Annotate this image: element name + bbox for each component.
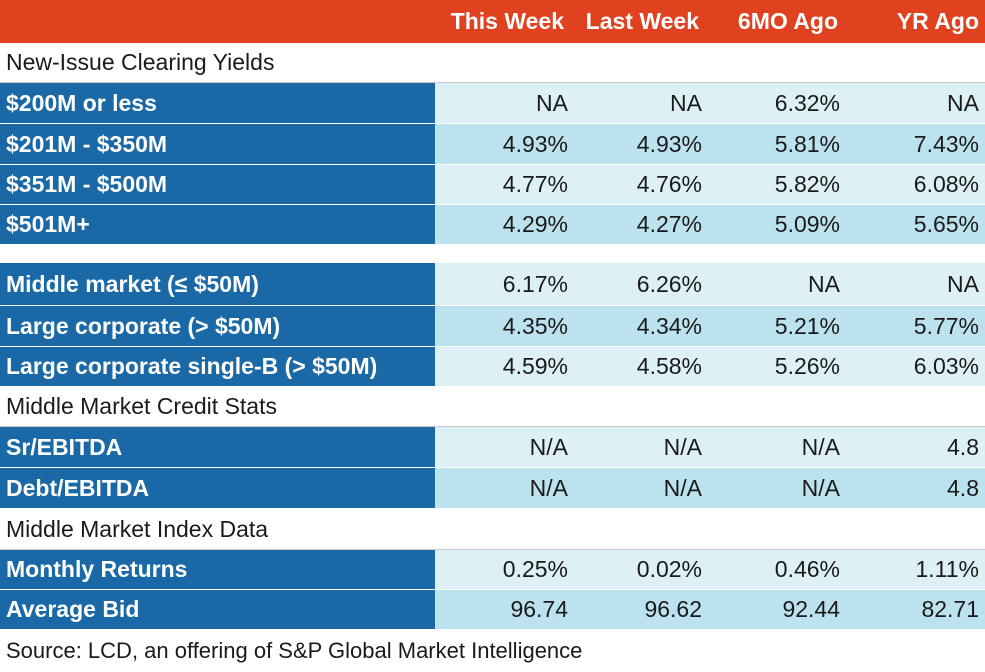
- table-row: Middle market (≤ $50M) 6.17% 6.26% NA NA: [0, 263, 985, 306]
- value-yr-ago: 6.08%: [844, 165, 985, 205]
- value-last-week: 4.76%: [570, 165, 705, 205]
- value-this-week: N/A: [435, 427, 570, 468]
- value-6mo-ago: N/A: [705, 427, 844, 468]
- value-this-week: NA: [435, 83, 570, 124]
- header-last-week: Last Week: [585, 8, 699, 34]
- value-6mo-ago: 5.21%: [705, 306, 844, 347]
- value-last-week: N/A: [570, 468, 705, 509]
- value-this-week: 4.35%: [435, 306, 570, 347]
- table-row: $351M - $500M 4.77% 4.76% 5.82% 6.08%: [0, 165, 985, 205]
- header-blank-cell: [0, 0, 435, 43]
- value-last-week: 96.62: [570, 590, 705, 630]
- value-yr-ago: 4.8: [844, 468, 985, 509]
- value-yr-ago: NA: [844, 83, 985, 124]
- value-this-week: N/A: [435, 468, 570, 509]
- value-6mo-ago: 5.81%: [705, 124, 844, 165]
- value-yr-ago: 5.65%: [844, 205, 985, 245]
- row-label: Large corporate single-B (> $50M): [0, 347, 435, 387]
- table-row: $501M+ 4.29% 4.27% 5.09% 5.65%: [0, 205, 985, 245]
- section-label: New-Issue Clearing Yields: [6, 49, 275, 75]
- value-yr-ago: 82.71: [844, 590, 985, 630]
- section-title-index: Middle Market Index Data: [0, 509, 985, 550]
- value-this-week: 4.77%: [435, 165, 570, 205]
- row-label: $201M - $350M: [0, 124, 435, 165]
- row-spacer: [0, 245, 985, 263]
- section-title-yields: New-Issue Clearing Yields: [0, 43, 985, 83]
- row-label: Debt/EBITDA: [0, 468, 435, 509]
- section-title-credit: Middle Market Credit Stats: [0, 387, 985, 427]
- value-this-week: 96.74: [435, 590, 570, 630]
- row-label: $200M or less: [0, 83, 435, 124]
- value-last-week: 4.27%: [570, 205, 705, 245]
- row-label: Middle market (≤ $50M): [0, 263, 435, 306]
- table-row: $201M - $350M 4.93% 4.93% 5.81% 7.43%: [0, 124, 985, 165]
- table-row: Sr/EBITDA N/A N/A N/A 4.8: [0, 427, 985, 468]
- value-6mo-ago: 5.82%: [705, 165, 844, 205]
- value-this-week: 4.59%: [435, 347, 570, 387]
- value-this-week: 0.25%: [435, 550, 570, 590]
- value-last-week: N/A: [570, 427, 705, 468]
- table-row: Large corporate single-B (> $50M) 4.59% …: [0, 347, 985, 387]
- value-6mo-ago: NA: [705, 263, 844, 306]
- row-label: Sr/EBITDA: [0, 427, 435, 468]
- value-yr-ago: NA: [844, 263, 985, 306]
- section-label: Middle Market Credit Stats: [6, 393, 277, 419]
- table-row: Debt/EBITDA N/A N/A N/A 4.8: [0, 468, 985, 509]
- value-6mo-ago: 92.44: [705, 590, 844, 630]
- value-last-week: NA: [570, 83, 705, 124]
- value-yr-ago: 1.11%: [844, 550, 985, 590]
- value-yr-ago: 6.03%: [844, 347, 985, 387]
- source-note: Source: LCD, an offering of S&P Global M…: [6, 638, 583, 663]
- row-label: Average Bid: [0, 590, 435, 630]
- row-label: Large corporate (> $50M): [0, 306, 435, 347]
- header-6mo-ago: 6MO Ago: [737, 8, 838, 34]
- table-row: Monthly Returns 0.25% 0.02% 0.46% 1.11%: [0, 550, 985, 590]
- header-row: This Week Last Week 6MO Ago YR Ago: [0, 0, 985, 43]
- value-yr-ago: 5.77%: [844, 306, 985, 347]
- table-row: Average Bid 96.74 96.62 92.44 82.71: [0, 590, 985, 630]
- value-yr-ago: 7.43%: [844, 124, 985, 165]
- value-yr-ago: 4.8: [844, 427, 985, 468]
- value-6mo-ago: 0.46%: [705, 550, 844, 590]
- table-row: Large corporate (> $50M) 4.35% 4.34% 5.2…: [0, 306, 985, 347]
- table-row: $200M or less NA NA 6.32% NA: [0, 83, 985, 124]
- row-label: $351M - $500M: [0, 165, 435, 205]
- value-6mo-ago: 5.26%: [705, 347, 844, 387]
- header-this-week: This Week: [450, 8, 564, 34]
- row-label: Monthly Returns: [0, 550, 435, 590]
- header-yr-ago: YR Ago: [896, 8, 979, 34]
- value-last-week: 4.93%: [570, 124, 705, 165]
- value-this-week: 4.29%: [435, 205, 570, 245]
- value-6mo-ago: 5.09%: [705, 205, 844, 245]
- section-label: Middle Market Index Data: [6, 515, 269, 542]
- value-this-week: 6.17%: [435, 263, 570, 306]
- value-last-week: 4.58%: [570, 347, 705, 387]
- value-6mo-ago: 6.32%: [705, 83, 844, 124]
- value-last-week: 0.02%: [570, 550, 705, 590]
- value-this-week: 4.93%: [435, 124, 570, 165]
- value-last-week: 6.26%: [570, 263, 705, 306]
- value-6mo-ago: N/A: [705, 468, 844, 509]
- row-label: $501M+: [0, 205, 435, 245]
- value-last-week: 4.34%: [570, 306, 705, 347]
